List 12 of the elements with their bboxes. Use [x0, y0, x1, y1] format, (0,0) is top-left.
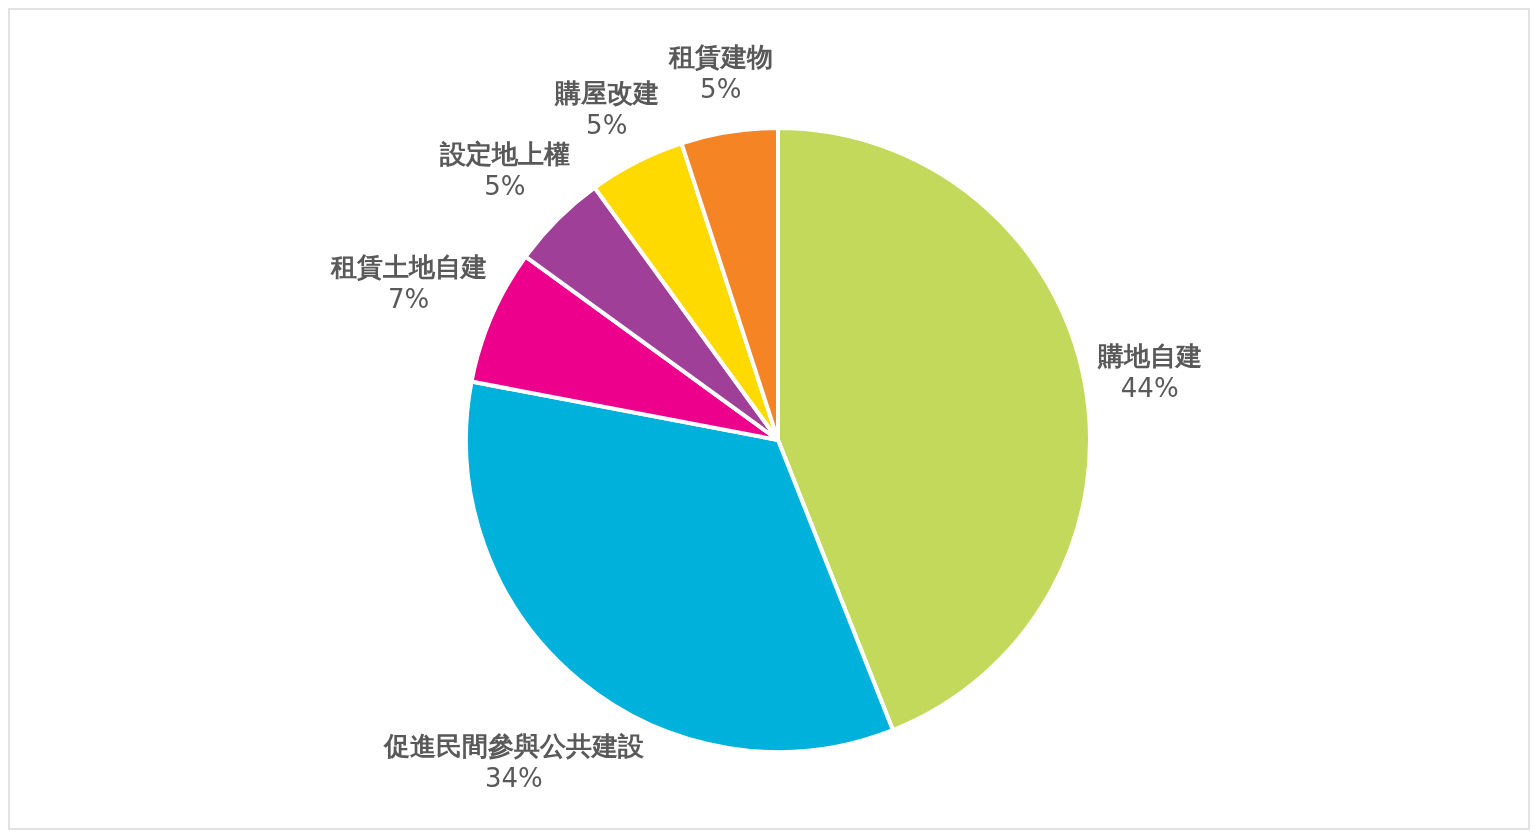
slice-label: 購地自建	[1096, 341, 1202, 372]
data-label: 5%	[700, 74, 742, 105]
slice-label: 促進民間參與公共建設	[382, 731, 645, 762]
slice-label: 租賃建物	[667, 42, 773, 73]
data-label: 44%	[1120, 373, 1179, 404]
data-label: 5%	[586, 110, 628, 141]
slice-label: 購屋改建	[553, 78, 659, 109]
data-label: 7%	[388, 284, 430, 315]
data-label: 5%	[484, 170, 526, 201]
data-label: 34%	[484, 763, 543, 794]
slice-label: 租賃土地自建	[329, 252, 487, 283]
slice-label: 設定地上權	[438, 138, 570, 169]
